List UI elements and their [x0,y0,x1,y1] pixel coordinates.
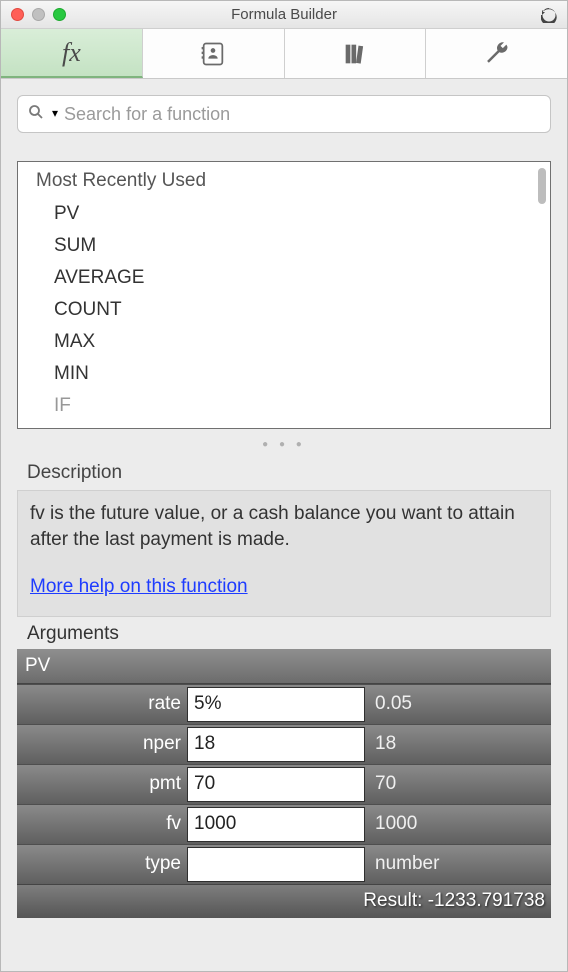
argument-input-rate[interactable] [187,687,365,722]
argument-resolved-value: number [365,845,551,884]
resize-dots-icon[interactable]: ● ● ● [17,429,551,460]
function-list-header: Most Recently Used [32,170,536,192]
argument-row: pmt 70 [17,764,551,804]
arguments-panel: PV rate 0.05 nper 18 pmt 70 fv 1000 [17,649,551,918]
fx-icon: fx [62,38,81,68]
result-row: Result: -1233.791738 [17,884,551,918]
argument-label: pmt [17,765,187,804]
contacts-icon [199,40,227,68]
arguments-function-name: PV [17,649,551,684]
zoom-button[interactable] [53,8,66,21]
argument-resolved-value: 18 [365,725,551,764]
argument-input-type[interactable] [187,847,365,882]
function-list-item[interactable]: SUM [32,230,536,262]
argument-label: fv [17,805,187,844]
function-list-item[interactable]: MIN [32,358,536,390]
content-area: ▾ Most Recently Used PV SUM AVERAGE COUN… [1,79,567,971]
argument-input-pmt[interactable] [187,767,365,802]
argument-row: fv 1000 [17,804,551,844]
search-field[interactable]: ▾ [17,95,551,133]
argument-row: type number [17,844,551,884]
function-list-item[interactable]: MAX [32,326,536,358]
search-icon [28,104,44,125]
function-list-item[interactable]: COUNT [32,294,536,326]
books-icon [341,40,369,68]
argument-resolved-value: 1000 [365,805,551,844]
search-dropdown-icon[interactable]: ▾ [52,106,58,120]
wrench-icon [483,40,511,68]
description-label: Description [17,460,551,490]
description-box: fv is the future value, or a cash balanc… [17,490,551,617]
result-label: Result: [363,890,422,912]
close-button[interactable] [11,8,24,21]
argument-label: nper [17,725,187,764]
argument-resolved-value: 70 [365,765,551,804]
formula-builder-window: Formula Builder fx ▾ Most Recently Used [0,0,568,972]
function-list-item[interactable]: AVERAGE [32,262,536,294]
scrollbar-thumb[interactable] [538,168,546,204]
titlebar: Formula Builder [1,1,567,29]
arguments-label: Arguments [17,617,551,649]
tab-fx[interactable]: fx [1,29,143,78]
result-value: -1233.791738 [428,890,545,912]
minimize-button[interactable] [32,8,45,21]
argument-resolved-value: 0.05 [365,685,551,724]
argument-input-nper[interactable] [187,727,365,762]
tab-settings[interactable] [426,29,567,78]
function-list-item[interactable]: IF [32,390,536,422]
argument-row: nper 18 [17,724,551,764]
argument-input-fv[interactable] [187,807,365,842]
sync-icon [541,7,557,23]
window-controls [11,8,66,21]
tab-reference[interactable] [143,29,285,78]
toolbar: fx [1,29,567,79]
scrollbar[interactable] [538,168,546,422]
description-text: fv is the future value, or a cash balanc… [30,503,515,550]
search-input[interactable] [64,104,540,125]
argument-row: rate 0.05 [17,684,551,724]
function-list[interactable]: Most Recently Used PV SUM AVERAGE COUNT … [17,161,551,429]
argument-label: type [17,845,187,884]
function-list-item[interactable]: PV [32,198,536,230]
argument-label: rate [17,685,187,724]
window-title: Formula Builder [1,6,567,23]
tab-library[interactable] [285,29,427,78]
help-link[interactable]: More help on this function [30,574,538,600]
